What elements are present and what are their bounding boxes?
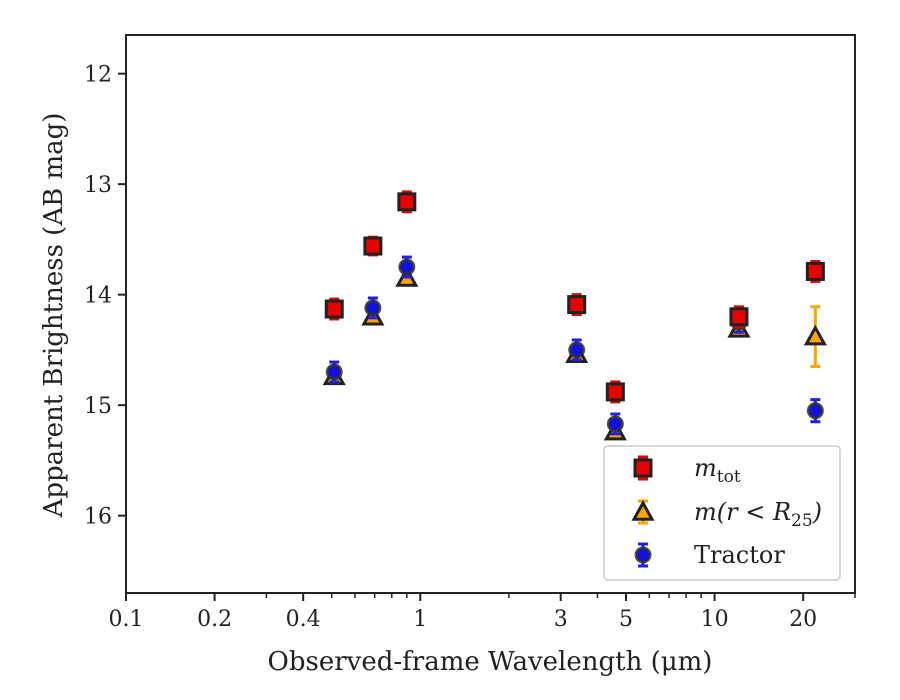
legend-label: Tractor xyxy=(694,541,785,569)
x-tick-label: 0.4 xyxy=(286,607,321,632)
circle-marker xyxy=(634,546,652,564)
square-marker xyxy=(567,295,587,315)
data-point xyxy=(805,260,825,283)
legend-entry: Tractor xyxy=(634,541,785,569)
triangle-marker xyxy=(803,324,827,346)
data-point xyxy=(729,305,749,329)
x-tick-label: 0.2 xyxy=(197,607,232,632)
y-tick-label: 14 xyxy=(84,284,112,309)
data-point xyxy=(568,338,586,362)
legend-label-subscript: tot xyxy=(717,467,741,487)
x-axis-label: Observed-frame Wavelength (μm) xyxy=(268,647,713,677)
legend-label-main: m xyxy=(694,454,717,482)
legend-label: m(r < R25) xyxy=(694,498,822,531)
data-point xyxy=(397,190,417,214)
data-point xyxy=(325,360,343,384)
square-marker xyxy=(397,192,417,212)
square-marker xyxy=(324,299,344,319)
circle-marker xyxy=(568,341,586,359)
legend-label-main: Tractor xyxy=(694,541,785,569)
x-tick-label: 5 xyxy=(619,607,633,632)
data-point xyxy=(605,380,625,404)
x-tick-label: 10 xyxy=(701,607,729,632)
plot-frame xyxy=(125,34,856,594)
y-tick-label: 16 xyxy=(84,505,112,530)
legend-entry: mtot xyxy=(633,454,741,487)
legend-box xyxy=(603,445,841,581)
legend: mtot m(r < R25) Tractor xyxy=(603,445,841,581)
circle-marker xyxy=(606,415,624,433)
x-tick-label: 20 xyxy=(789,607,817,632)
circle-marker xyxy=(806,402,824,420)
y-tick-label: 13 xyxy=(84,173,112,198)
x-tick-label: 0.1 xyxy=(109,607,144,632)
data-point xyxy=(606,412,624,436)
data-point xyxy=(364,296,382,320)
data-point xyxy=(324,297,344,321)
y-tick-label: 12 xyxy=(84,63,112,88)
data-point xyxy=(363,235,383,257)
legend-entry: m(r < R25) xyxy=(631,498,822,531)
square-marker xyxy=(805,261,825,281)
triangle-marker xyxy=(631,499,655,521)
x-tick-label: 3 xyxy=(554,607,568,632)
data-point xyxy=(398,255,416,279)
legend-label: mtot xyxy=(694,454,741,487)
legend-label-subscript: 25 xyxy=(791,511,813,531)
square-marker xyxy=(633,458,653,478)
data-point xyxy=(806,398,824,424)
data-point xyxy=(803,305,827,368)
square-marker xyxy=(363,236,383,256)
data-marks xyxy=(322,190,827,441)
circle-marker xyxy=(364,299,382,317)
data-point xyxy=(567,293,587,317)
legend-label-tail: ) xyxy=(812,498,822,526)
y-tick-label: 15 xyxy=(84,394,112,419)
square-marker xyxy=(605,382,625,402)
circle-marker xyxy=(325,363,343,381)
y-axis-label: Apparent Brightness (AB mag) xyxy=(39,113,69,519)
legend-label-main: m(r < R xyxy=(694,498,791,526)
circle-marker xyxy=(398,258,416,276)
x-tick-label: 1 xyxy=(413,607,427,632)
series-square xyxy=(324,190,825,404)
square-marker xyxy=(729,307,749,327)
